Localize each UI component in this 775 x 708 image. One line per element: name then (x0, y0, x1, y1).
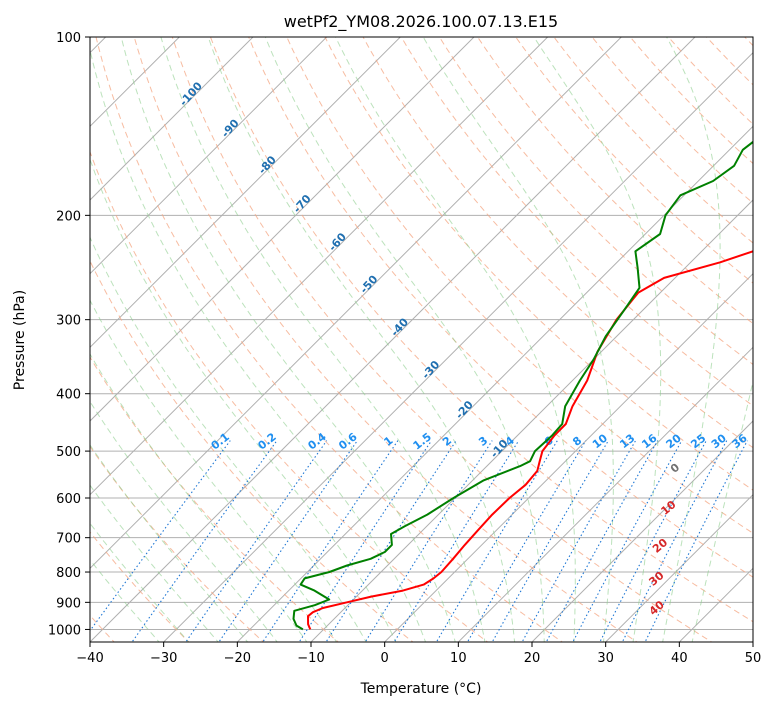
isotherm-line (457, 346, 753, 642)
y-tick-label: 800 (56, 566, 81, 581)
x-tick-label: −40 (76, 651, 103, 666)
moist-adiabat-line (90, 236, 367, 642)
mixing-ratio-line (435, 440, 558, 642)
dry-adiabat-line (770, 24, 775, 645)
mixing-ratio-line (572, 440, 683, 642)
mixing-ratio-line (185, 440, 328, 642)
dry-adiabat-line (90, 356, 340, 642)
moist-adiabat-line (160, 37, 486, 642)
moist-adiabat-line (207, 37, 516, 642)
moist-adiabat-line (691, 379, 753, 642)
temperature-profile-line (307, 250, 753, 630)
moist-adiabat-line (90, 47, 427, 642)
x-tick-label: 10 (450, 651, 467, 666)
y-tick-label: 500 (56, 445, 81, 460)
moist-adiabat-line (90, 158, 397, 642)
dry-adiabat-line (209, 37, 753, 623)
moist-adiabat-line (90, 353, 308, 642)
x-tick-label: −30 (150, 651, 177, 666)
y-axis-label: Pressure (hPa) (12, 290, 28, 390)
background-lines (90, 24, 775, 645)
isotherm-line (383, 272, 753, 642)
moist-adiabat-line (90, 484, 219, 642)
dry-adiabat-line (133, 37, 638, 642)
mixing-ratio-line (262, 440, 399, 642)
isotherm-line (90, 37, 549, 496)
isotherm-line (236, 125, 753, 642)
isotherm-line (162, 51, 753, 642)
isotherm-line (531, 420, 753, 642)
isotherm-line (90, 37, 623, 570)
x-tick-label: 50 (745, 651, 762, 666)
chart-title: wetPf2_YM08.2026.100.07.13.E15 (284, 12, 558, 32)
plot-frame (89, 36, 754, 643)
x-tick-label: 40 (671, 651, 688, 666)
mixing-ratio-line (325, 440, 457, 642)
x-tick-label: −20 (224, 651, 251, 666)
dry-adiabat-line (515, 37, 753, 284)
isotherm-line (90, 37, 402, 349)
y-axis: 100 200 300 400 500 600 700 800 900 1000 (48, 31, 90, 638)
isotherm-line (90, 37, 696, 642)
x-tick-label: 0 (381, 651, 389, 666)
dry-adiabat-line (90, 150, 489, 642)
moist-adiabat-line (90, 400, 278, 642)
mixing-ratio-line (521, 440, 637, 642)
y-tick-label: 600 (56, 492, 81, 507)
moist-adiabat-line (90, 299, 338, 642)
y-tick-label: 700 (56, 532, 81, 547)
x-tick-label: 30 (597, 651, 614, 666)
moist-adiabat-line (662, 37, 721, 642)
mixing-ratio-line (599, 440, 707, 642)
mixing-ratio-line (491, 440, 609, 642)
y-tick-label: 200 (56, 209, 81, 224)
mixing-ratio-line (298, 440, 432, 642)
y-tick-label: 100 (56, 31, 81, 46)
dry-adiabat-line (90, 259, 414, 642)
moist-adiabat-line (533, 37, 662, 642)
x-tick-label: −10 (297, 651, 324, 666)
moist-adiabat-line (334, 37, 576, 642)
isotherm-line (310, 199, 753, 642)
mixing-ratio-line (364, 440, 493, 642)
isotherm-line (604, 493, 753, 642)
profile-lines (292, 140, 753, 631)
isotherm-line (90, 37, 254, 201)
x-axis-label: Temperature (°C) (360, 681, 482, 697)
moist-adiabat-line (422, 37, 614, 642)
y-tick-label: 900 (56, 596, 81, 611)
y-tick-label: 400 (56, 388, 81, 403)
isotherm-line (90, 37, 328, 275)
mixing-ratio-line (466, 440, 587, 642)
mixing-ratio-line (621, 440, 728, 642)
isotherm-line (752, 641, 753, 642)
x-axis: −40 −30 −20 −10 0 10 20 30 40 50 (76, 642, 761, 666)
mixing-ratio-line (545, 440, 659, 642)
x-tick-label: 20 (524, 651, 541, 666)
y-tick-label: 1000 (48, 623, 81, 638)
moist-adiabat-line (90, 444, 249, 642)
y-tick-label: 300 (56, 314, 81, 329)
plot-background (90, 37, 753, 642)
moist-adiabat-line (264, 37, 545, 642)
mixing-ratio-line (393, 440, 520, 642)
dewpoint-profile-line (292, 140, 753, 631)
dry-adiabat-line (95, 37, 564, 642)
moist-adiabat-line (90, 559, 160, 642)
mixing-ratio-line (131, 440, 278, 642)
moist-adiabat-line (120, 37, 456, 642)
